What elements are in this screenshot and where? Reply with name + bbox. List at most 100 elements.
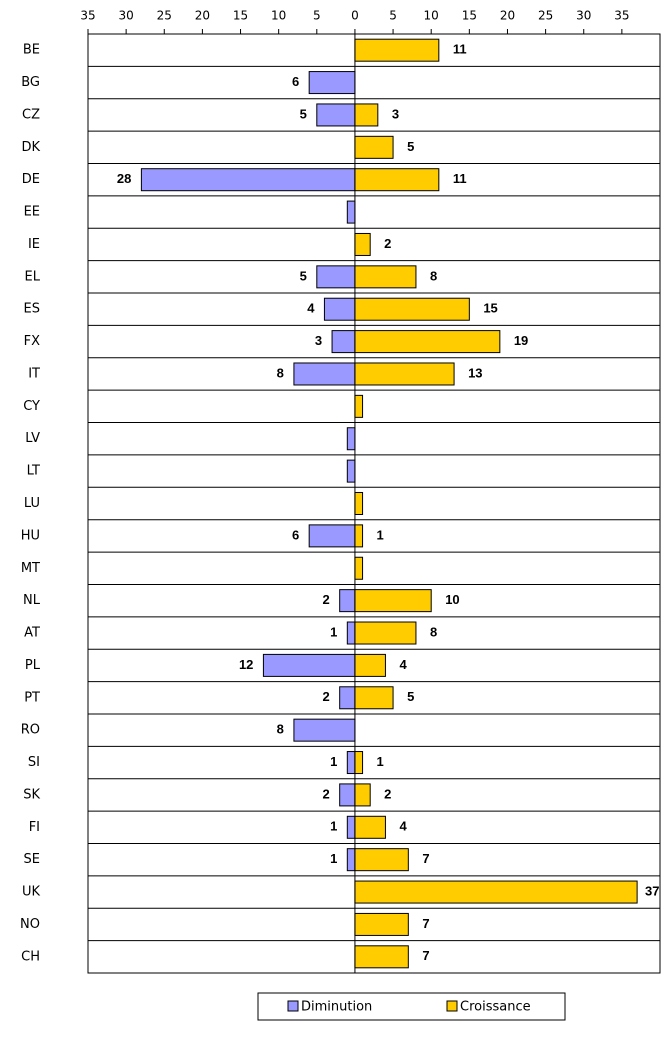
- y-tick-label: MT: [21, 561, 40, 576]
- bar: [323, 297, 356, 321]
- bar: [354, 168, 440, 192]
- bar: [316, 265, 356, 289]
- bar: [346, 459, 356, 483]
- y-tick-label: AT: [24, 626, 40, 641]
- bar: [354, 362, 455, 386]
- bar: [354, 492, 364, 515]
- y-tick-label: IE: [28, 237, 40, 252]
- bar: [346, 200, 356, 224]
- x-tick-label: 25: [538, 9, 553, 23]
- x-tick-label: 30: [118, 9, 133, 23]
- bar: [354, 232, 371, 256]
- legend-swatch: [287, 1000, 299, 1012]
- y-tick-label: DK: [21, 140, 40, 155]
- y-tick-label: EE: [24, 205, 40, 220]
- y-tick-label: HU: [21, 528, 40, 543]
- data-label: 2: [384, 236, 391, 251]
- data-label: 7: [422, 916, 429, 931]
- bar: [354, 330, 501, 354]
- data-label: 3: [315, 333, 322, 348]
- bar: [293, 718, 356, 742]
- y-tick-label: PT: [24, 690, 40, 705]
- x-tick-label: 15: [233, 9, 248, 23]
- x-tick-label: 20: [195, 9, 210, 23]
- bar: [354, 686, 394, 710]
- legend-swatch: [446, 1000, 458, 1012]
- y-tick-label: LT: [27, 464, 40, 479]
- data-label: 1: [330, 754, 337, 769]
- y-tick-label: LV: [25, 431, 40, 446]
- data-label: 2: [322, 689, 329, 704]
- bar: [354, 103, 379, 127]
- data-label: 11: [453, 42, 467, 57]
- y-tick-label: EL: [25, 269, 41, 284]
- bar: [262, 653, 356, 677]
- bar: [346, 848, 356, 872]
- bar: [354, 912, 409, 936]
- data-label: 15: [483, 301, 497, 316]
- x-tick-label: 35: [614, 9, 629, 23]
- y-tick-label: FI: [29, 820, 40, 835]
- data-label: 1: [377, 527, 384, 542]
- x-tick-label: 5: [389, 9, 397, 23]
- bar: [354, 621, 417, 645]
- bar: [354, 524, 364, 548]
- bar: [316, 103, 356, 127]
- bar: [354, 556, 364, 580]
- data-label: 4: [399, 657, 407, 672]
- y-tick-label: IT: [28, 366, 40, 381]
- y-tick-label: BG: [21, 75, 40, 90]
- bar: [354, 880, 638, 904]
- y-tick-label: RO: [21, 723, 40, 738]
- y-tick-label: PL: [25, 658, 41, 673]
- bar: [346, 751, 356, 775]
- bar: [346, 621, 356, 645]
- data-label: 8: [277, 722, 284, 737]
- y-tick-label: BE: [23, 43, 40, 58]
- bar: [354, 265, 417, 289]
- bar: [354, 135, 394, 159]
- bar: [339, 686, 356, 710]
- bar: [354, 589, 432, 613]
- bar: [354, 653, 386, 677]
- bar: [354, 38, 440, 62]
- bar: [308, 524, 356, 548]
- data-label: 8: [277, 365, 284, 380]
- data-label: 7: [422, 851, 429, 866]
- bar: [354, 848, 409, 872]
- data-label: 4: [399, 819, 407, 834]
- data-label: 5: [407, 139, 414, 154]
- bar: [354, 751, 364, 775]
- bar: [339, 783, 356, 807]
- data-label: 2: [384, 786, 391, 801]
- data-label: 1: [377, 754, 384, 769]
- x-tick-label: 15: [462, 9, 477, 23]
- legend-box: [257, 992, 566, 1021]
- data-label: 13: [468, 365, 482, 380]
- data-label: 10: [445, 592, 459, 607]
- x-tick-label: 30: [576, 9, 591, 23]
- y-tick-label: CH: [21, 949, 40, 964]
- bar: [293, 362, 356, 386]
- bar: [354, 783, 371, 807]
- data-label: 12: [239, 657, 253, 672]
- y-tick-label: NO: [20, 917, 40, 932]
- data-label: 5: [407, 689, 414, 704]
- x-tick-label: 10: [271, 9, 286, 23]
- data-label: 4: [307, 301, 315, 316]
- data-label: 1: [330, 851, 337, 866]
- bar: [308, 71, 356, 95]
- data-label: 5: [300, 106, 307, 121]
- x-tick-label: 10: [424, 9, 439, 23]
- y-tick-label: SE: [24, 852, 40, 867]
- data-label: 8: [430, 624, 437, 639]
- y-tick-label: SK: [23, 787, 40, 802]
- bar: [339, 589, 356, 613]
- legend-label: Diminution: [301, 1000, 372, 1015]
- y-tick-label: ES: [24, 302, 40, 317]
- x-tick-label: 25: [157, 9, 172, 23]
- data-label: 2: [322, 592, 329, 607]
- data-label: 37: [645, 883, 659, 898]
- data-label: 28: [117, 171, 131, 186]
